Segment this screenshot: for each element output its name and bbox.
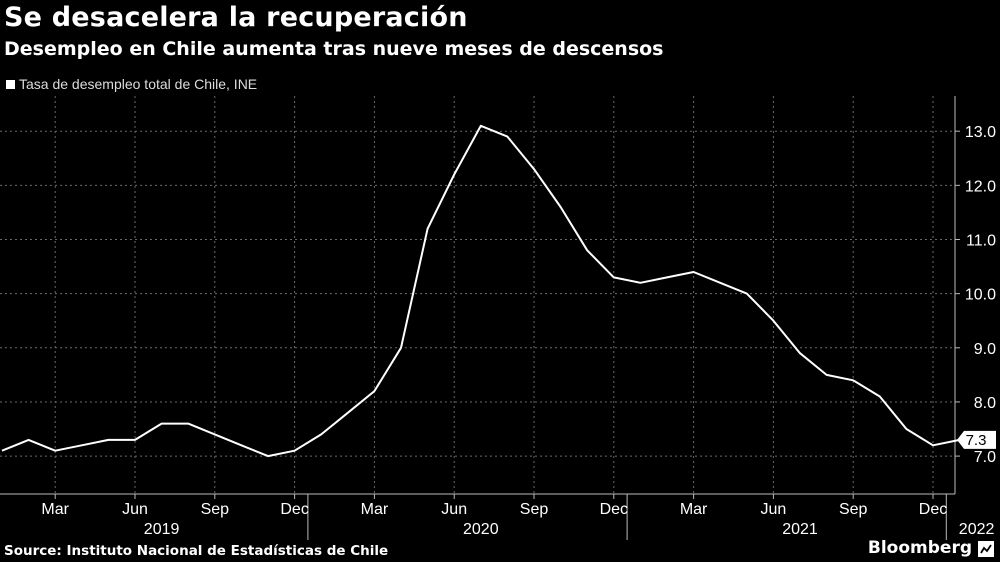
bloomberg-chart-icon	[978, 541, 994, 557]
y-tick-label: 9.0	[974, 341, 996, 358]
x-tick-label: Dec	[600, 501, 628, 518]
x-tick-label: Jun	[441, 501, 467, 518]
legend: Tasa de desempleo total de Chile, INE	[6, 76, 257, 92]
chart-title: Se desacelera la recuperación	[4, 2, 468, 33]
y-tick-label: 13.0	[965, 124, 996, 141]
y-tick-label: 10.0	[965, 287, 996, 304]
legend-swatch	[6, 79, 15, 89]
last-value-label: 7.3	[966, 432, 987, 449]
x-tick-label: Sep	[201, 501, 230, 518]
y-tick-label: 7.0	[974, 449, 996, 466]
year-label: 2019	[144, 521, 180, 538]
x-tick-label: Sep	[839, 501, 868, 518]
legend-label: Tasa de desempleo total de Chile, INE	[19, 76, 258, 92]
y-tick-label: 11.0	[966, 232, 996, 249]
x-tick-label: Mar	[680, 501, 708, 518]
x-tick-label: Jun	[761, 501, 787, 518]
series-line	[1, 124, 960, 458]
chart-subtitle: Desempleo en Chile aumenta tras nueve me…	[4, 38, 664, 60]
year-label: 2021	[782, 521, 818, 538]
x-tick-label: Jun	[122, 501, 148, 518]
brand-logo: Bloomberg	[867, 538, 972, 558]
x-tick-label: Dec	[280, 501, 308, 518]
x-tick-label: Mar	[361, 501, 389, 518]
source-note: Source: Instituto Nacional de Estadístic…	[4, 543, 389, 559]
last-value-badge	[957, 430, 996, 449]
y-tick-label: 12.0	[965, 178, 996, 195]
year-label: 2022	[959, 521, 995, 538]
x-tick-label: Dec	[919, 501, 947, 518]
x-tick-label: Mar	[41, 501, 69, 518]
y-tick-label: 8.0	[974, 395, 996, 412]
year-label: 2020	[463, 521, 499, 538]
x-tick-label: Sep	[520, 501, 549, 518]
